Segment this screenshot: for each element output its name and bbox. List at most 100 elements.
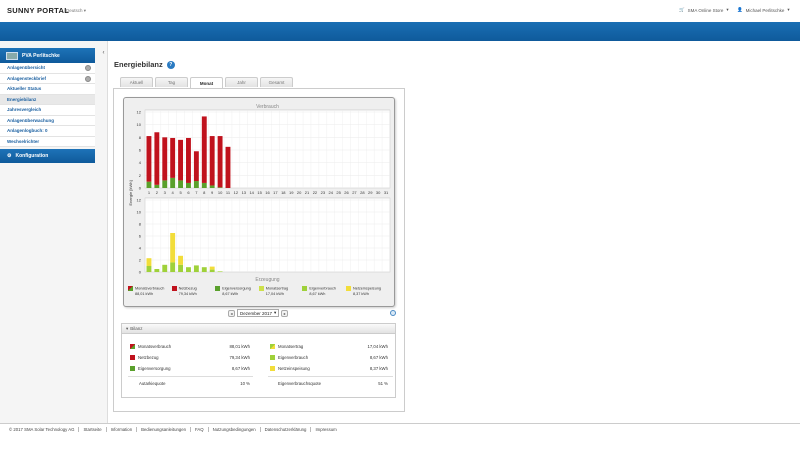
language-select[interactable]: Deutsch ▾ [66, 8, 86, 14]
y-tick-label: 2 [139, 173, 142, 178]
bilanz-row-netzbezug: Netzbezug [130, 355, 159, 360]
bilanz-row-monatsertrag: Monatsertrag [270, 344, 303, 349]
sidebar-item-anlagenuebersicht[interactable]: Anlagenübersicht [0, 63, 95, 74]
x-tick-label: 14 [249, 190, 254, 195]
bar-netzeinspeisung [146, 258, 152, 266]
bar-eigenverbrauch [209, 269, 215, 272]
bilanz-row-eigenverbrauch: Eigenverbrauch [270, 355, 308, 360]
bilanz-value: 88,01 kWh [229, 344, 250, 349]
sidebar-item-label: Jahresvergleich [7, 107, 42, 113]
legend-swatch [345, 286, 351, 291]
gear-icon[interactable] [85, 75, 91, 82]
sidebar-item-label: Konfiguration [15, 153, 49, 159]
bar-netzbezug [217, 136, 223, 188]
bilanz-row-eigenversorgung: Eigenversorgung [130, 366, 171, 371]
legend-item: Eigenversorgung 8,67 kWh [215, 286, 259, 297]
tab-aktuell[interactable]: Aktuell [120, 77, 153, 87]
bilanz-eigenverbrauchsquote-value: 51 % [378, 381, 388, 386]
tab-monat[interactable]: Monat [190, 77, 223, 88]
logo[interactable]: SUNNY PORTAL [7, 6, 70, 15]
user-menu[interactable]: 👤 Michael Perlitschke ▾ [737, 7, 790, 13]
chevron-down-icon: ▾ [274, 310, 277, 315]
bar-netzeinspeisung [178, 255, 184, 265]
bilanz-label: Monatsverbrauch [138, 344, 172, 349]
bar-eigenversorgung [217, 187, 223, 188]
grid-purchase-swatch [130, 355, 135, 360]
sidebar-item-jahresvergleich[interactable]: Jahresvergleich [0, 105, 95, 116]
footer-link-information[interactable]: Information [107, 427, 138, 432]
bar-netzbezug [193, 151, 199, 182]
bar-eigenversorgung [154, 184, 160, 188]
sidebar-item-anlagenlogbuch[interactable]: Anlagenlogbuch: 0 [0, 126, 95, 137]
x-tick-label: 3 [164, 190, 167, 195]
legend-value: 17,04 kWh [265, 291, 284, 296]
help-icon[interactable]: ? [166, 60, 175, 69]
collapse-sidebar-button[interactable]: ‹ [99, 48, 108, 57]
bar-netzbezug [146, 136, 152, 182]
self-consumption-swatch [270, 355, 275, 360]
bar-netzbezug [225, 146, 231, 188]
sidebar-item-label: Anlagensteckbrief [7, 75, 47, 81]
bar-eigenverbrauch [154, 269, 160, 272]
bilanz-header[interactable]: ▾ Bilanz [122, 324, 395, 334]
copyright: © 2017 SMA Solar Technology AG [5, 427, 80, 432]
x-tick-label: 9 [211, 190, 214, 195]
month-select[interactable]: Dezember 2017 ▾ [237, 309, 280, 317]
footer-link-faq[interactable]: FAQ [191, 427, 209, 432]
online-store-link[interactable]: 🛒 SMA Online Store ▾ [679, 7, 729, 13]
y-axis-label: Energie [kWh] [128, 180, 133, 205]
chevron-left-icon: ‹ [102, 49, 105, 56]
sidebar-item-anlagenueberwachung[interactable]: Anlagenüberwachung [0, 115, 95, 126]
plant-thumbnail [6, 51, 18, 60]
legend-swatch [215, 286, 221, 291]
legend-swatch [128, 286, 133, 291]
consumption-swatch [130, 344, 135, 349]
legend-value: 88,01 kWh [135, 291, 154, 296]
sidebar-item-label: Wechselrichter [7, 138, 40, 144]
x-tick-label: 27 [352, 190, 357, 195]
tab-tag[interactable]: Tag [155, 77, 188, 87]
sidebar-item-anlagensteckbrief[interactable]: Anlagensteckbrief [0, 73, 95, 84]
tab-jahr[interactable]: Jahr [225, 77, 258, 87]
bar-eigenverbrauch [201, 267, 207, 272]
sidebar-item-label: Energiebilanz [7, 96, 37, 102]
sidebar-item-konfiguration[interactable]: ⚙ Konfiguration [0, 149, 95, 163]
footer-link-nutzungsbedingungen[interactable]: Nutzungsbedingungen [209, 427, 261, 432]
tab-gesamt[interactable]: Gesamt [260, 77, 293, 87]
sidebar-item-aktueller-status[interactable]: Aktueller Status [0, 84, 95, 95]
legend-swatch [302, 286, 308, 291]
bilanz-label: Netzeinspeisung [278, 366, 310, 371]
chevron-down-icon: ▾ [787, 7, 790, 12]
sidebar-item-energiebilanz[interactable]: Energiebilanz [0, 94, 95, 105]
month-select-value: Dezember 2017 [240, 310, 273, 316]
next-month-button[interactable]: ▸ [281, 309, 289, 317]
footer-link-startseite[interactable]: Startseite [79, 427, 107, 432]
plant-header[interactable]: PVA Perlitschke [0, 48, 95, 63]
bilanz-value: 79,34 kWh [229, 355, 250, 360]
y-tick-label: 10 [137, 210, 142, 215]
previous-month-button[interactable]: ◂ [228, 309, 235, 317]
bar-netzbezug [154, 132, 160, 185]
x-tick-label: 21 [305, 190, 310, 195]
bilanz-value: 17,04 kWh [367, 344, 388, 349]
top-bar: SUNNY PORTAL Deutsch ▾ 🛒 SMA Online Stor… [0, 0, 800, 22]
refresh-icon[interactable] [390, 310, 396, 316]
y-tick-label: 12 [137, 198, 142, 203]
footer-link-datenschutz[interactable]: Datenschutzerklärung [261, 427, 312, 432]
bar-netzeinspeisung [209, 266, 215, 270]
bilanz-row-netzeinspeisung: Netzeinspeisung [270, 366, 310, 371]
sidebar-item-wechselrichter[interactable]: Wechselrichter [0, 136, 95, 147]
yield-swatch [270, 344, 275, 349]
footer-link-bedienungsanleitungen[interactable]: Bedienungsanleitungen [137, 427, 192, 432]
x-tick-label: 26 [344, 190, 349, 195]
bilanz-autarkie-value: 10 % [240, 381, 250, 386]
x-tick-label: 17 [273, 190, 278, 195]
bar-netzbezug [178, 139, 184, 181]
x-tick-label: 1 [148, 190, 151, 195]
x-tick-label: 22 [313, 190, 318, 195]
gear-icon[interactable] [85, 65, 91, 71]
footer-link-impressum[interactable]: Impressum [315, 427, 337, 432]
y-tick-label: 2 [139, 258, 142, 263]
y-tick-label: 6 [139, 148, 142, 153]
sidebar-item-label: Anlagenüberwachung [7, 117, 55, 123]
